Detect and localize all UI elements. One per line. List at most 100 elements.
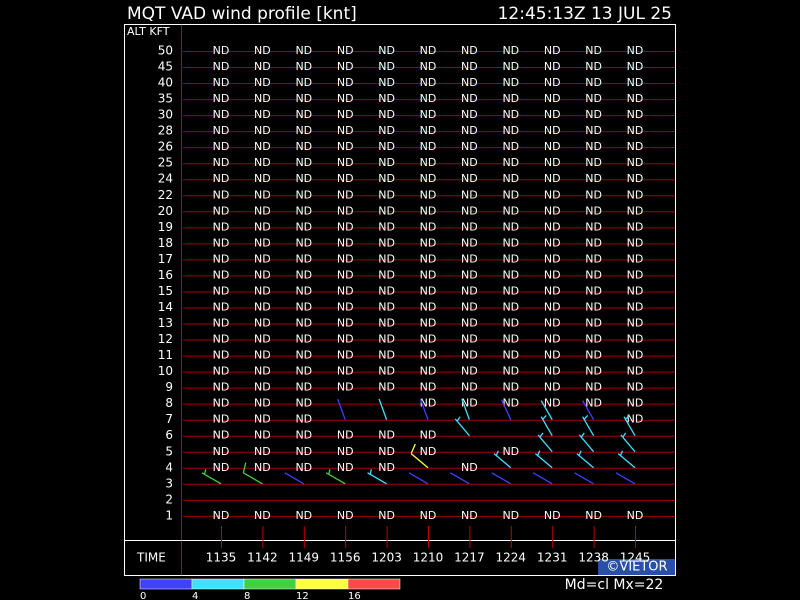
no-data: ND [213, 44, 230, 57]
wind-barb [454, 416, 470, 437]
no-data: ND [254, 300, 271, 313]
no-data: ND [378, 124, 395, 137]
no-data: ND [627, 76, 644, 89]
no-data: ND [213, 76, 230, 89]
no-data: ND [420, 92, 437, 105]
no-data: ND [585, 204, 602, 217]
time-label: 1231 [537, 551, 568, 565]
no-data: ND [544, 204, 561, 217]
no-data: ND [502, 252, 519, 265]
no-data: ND [337, 60, 354, 73]
no-data: ND [254, 397, 271, 410]
no-data: ND [295, 461, 312, 474]
no-data: ND [337, 252, 354, 265]
wind-barb [493, 450, 512, 469]
no-data: ND [420, 300, 437, 313]
time-label: 1210 [413, 551, 444, 565]
no-data: ND [544, 140, 561, 153]
no-data: ND [378, 300, 395, 313]
altitude-label: 2 [165, 492, 173, 506]
no-data: ND [544, 381, 561, 394]
wind-barb [337, 398, 346, 420]
no-data: ND [585, 365, 602, 378]
no-data: ND [337, 349, 354, 362]
wind-barb [576, 450, 595, 469]
no-data: ND [585, 140, 602, 153]
no-data: ND [337, 268, 354, 281]
no-data: ND [627, 300, 644, 313]
no-data: ND [295, 429, 312, 442]
no-data: ND [254, 429, 271, 442]
time-label: 1149 [289, 551, 320, 565]
no-data: ND [295, 92, 312, 105]
no-data: ND [627, 108, 644, 121]
no-data: ND [378, 44, 395, 57]
no-data: ND [627, 397, 644, 410]
no-data: ND [627, 156, 644, 169]
no-data: ND [502, 92, 519, 105]
no-data: ND [295, 268, 312, 281]
legend-label: 12 [296, 591, 309, 600]
no-data: ND [337, 236, 354, 249]
no-data: ND [254, 461, 271, 474]
no-data: ND [337, 108, 354, 121]
no-data: ND [544, 172, 561, 185]
no-data: ND [254, 236, 271, 249]
no-data: ND [627, 44, 644, 57]
no-data: ND [337, 300, 354, 313]
legend-label: 4 [192, 591, 198, 600]
no-data: ND [627, 509, 644, 522]
wind-barb [500, 399, 512, 420]
no-data: ND [420, 44, 437, 57]
no-data: ND [295, 236, 312, 249]
no-data: ND [337, 461, 354, 474]
no-data: ND [295, 172, 312, 185]
no-data: ND [378, 365, 395, 378]
no-data: ND [213, 413, 230, 426]
no-data: ND [627, 236, 644, 249]
altitude-label: ALT KFT [127, 25, 170, 38]
no-data: ND [213, 268, 230, 281]
no-data: ND [544, 300, 561, 313]
no-data: ND [585, 397, 602, 410]
legend-swatch [139, 578, 193, 590]
no-data: ND [254, 317, 271, 330]
no-data: ND [585, 236, 602, 249]
no-data: ND [378, 172, 395, 185]
no-data: ND [420, 445, 437, 458]
no-data: ND [295, 509, 312, 522]
no-data: ND [461, 349, 478, 362]
altitude-label: 4 [165, 460, 173, 474]
no-data: ND [627, 188, 644, 201]
no-data: ND [254, 92, 271, 105]
no-data: ND [544, 252, 561, 265]
no-data: ND [502, 381, 519, 394]
wind-barb [532, 472, 553, 485]
no-data: ND [420, 172, 437, 185]
no-data: ND [461, 124, 478, 137]
altitude-label: 40 [158, 76, 173, 90]
no-data: ND [378, 220, 395, 233]
no-data: ND [254, 333, 271, 346]
no-data: ND [378, 268, 395, 281]
no-data: ND [337, 220, 354, 233]
no-data: ND [337, 429, 354, 442]
wind-barb [378, 398, 388, 420]
no-data: ND [420, 156, 437, 169]
no-data: ND [420, 140, 437, 153]
no-data: ND [254, 445, 271, 458]
no-data: ND [254, 509, 271, 522]
legend-label: 0 [140, 591, 146, 600]
no-data: ND [544, 220, 561, 233]
no-data: ND [213, 461, 230, 474]
no-data: ND [337, 365, 354, 378]
no-data: ND [254, 156, 271, 169]
wind-barb [284, 472, 305, 485]
no-data: ND [254, 220, 271, 233]
no-data: ND [378, 108, 395, 121]
legend-swatch [191, 578, 245, 590]
wind-barb [201, 469, 222, 485]
altitude-label: 26 [158, 140, 173, 154]
no-data: ND [254, 252, 271, 265]
no-data: ND [378, 509, 395, 522]
